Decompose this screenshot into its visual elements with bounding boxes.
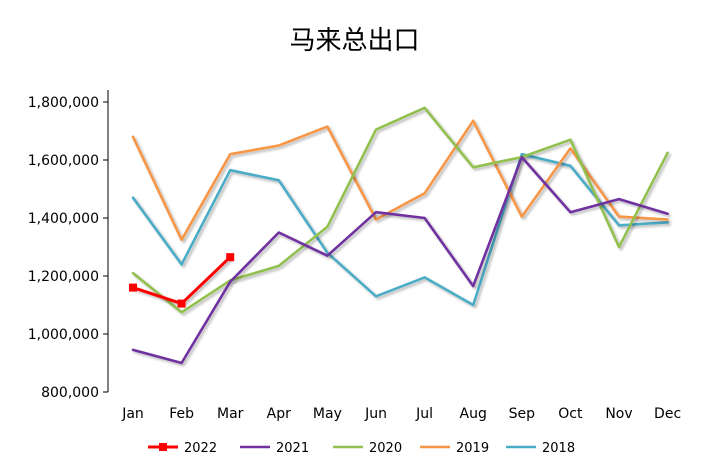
x-tick-label: Oct — [558, 406, 583, 422]
chart-title: 马来总出口 — [289, 26, 420, 56]
y-tick-label: 1,400,000 — [28, 211, 99, 227]
y-tick-label: 1,800,000 — [28, 95, 99, 111]
x-tick-label: Mar — [217, 406, 244, 422]
legend-marker-2022 — [159, 443, 167, 451]
x-tick-label: Jun — [364, 406, 387, 422]
data-point-2022 — [177, 299, 186, 308]
x-tick-label: Apr — [267, 406, 291, 422]
x-tick-label: Dec — [654, 406, 681, 422]
x-tick-label: Sep — [509, 406, 536, 422]
legend-label-2021: 2021 — [276, 441, 309, 456]
legend-label-2020: 2020 — [369, 441, 402, 456]
series-line-2021 — [131, 155, 669, 365]
x-tick-label: Nov — [605, 406, 632, 422]
data-point-2022 — [226, 253, 235, 262]
series-line-2018 — [131, 152, 669, 307]
y-tick-label: 1,200,000 — [28, 269, 99, 285]
x-tick-label: Feb — [169, 406, 194, 422]
series-line-2020 — [131, 106, 669, 314]
y-tick-label: 800,000 — [41, 385, 99, 401]
y-tick-label: 1,000,000 — [28, 327, 99, 343]
legend-label-2018: 2018 — [542, 441, 575, 456]
x-tick-label: May — [313, 406, 342, 422]
x-tick-label: Jan — [121, 406, 144, 422]
data-point-2022 — [129, 283, 137, 292]
x-tick-label: Aug — [460, 406, 487, 422]
y-tick-label: 1,600,000 — [28, 153, 99, 169]
legend-label-2022: 2022 — [184, 441, 217, 456]
legend-label-2019: 2019 — [456, 441, 489, 456]
x-tick-label: Jul — [415, 406, 433, 422]
